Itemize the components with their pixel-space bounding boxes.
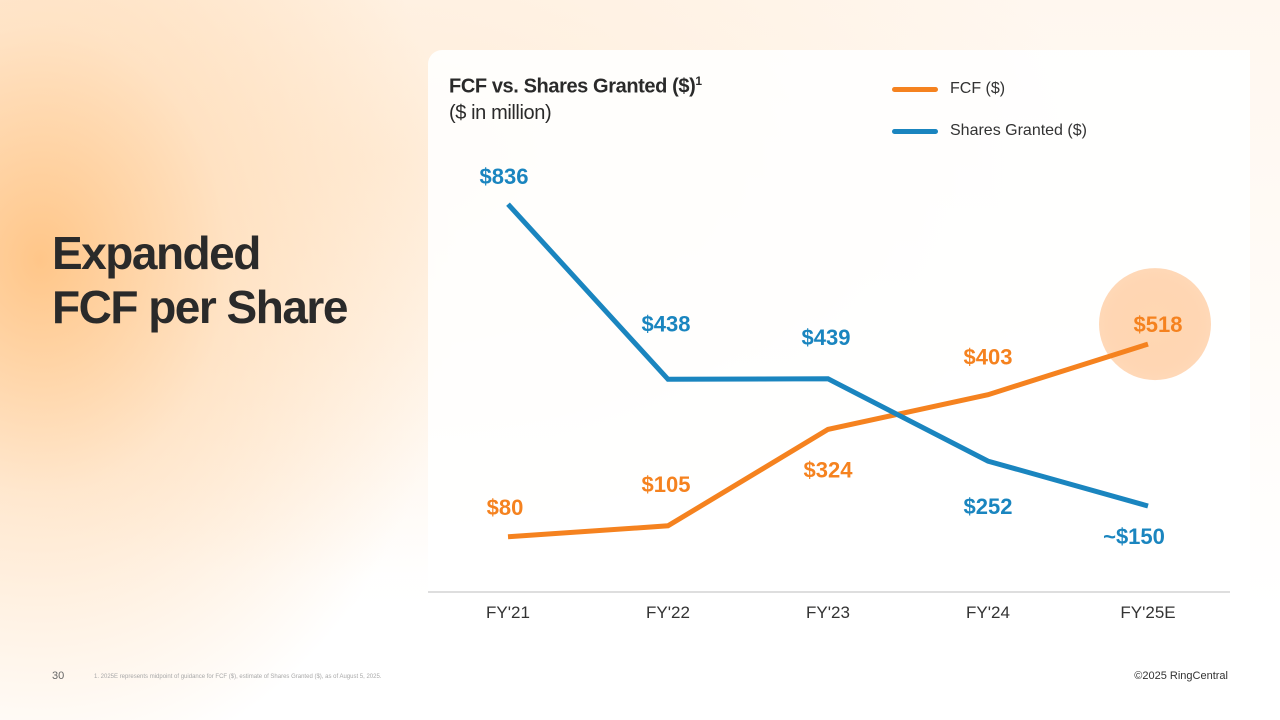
headline-line-2: FCF per Share xyxy=(52,281,348,333)
data-label-shares-granted-1: $438 xyxy=(642,311,691,336)
copyright: ©2025 RingCentral xyxy=(1134,670,1228,682)
headline-line-1: Expanded xyxy=(52,227,261,279)
data-label-shares-granted-4: ~$150 xyxy=(1103,524,1165,549)
chart-subtitle: ($ in million) xyxy=(449,102,552,124)
x-tick-label-2: FY'23 xyxy=(806,603,850,622)
slide-headline: Expanded FCF per Share xyxy=(52,226,348,334)
chart-title-footnote-marker: 1 xyxy=(695,74,702,88)
data-label-shares-granted-0: $836 xyxy=(480,164,529,189)
legend-item-shares-granted: Shares Granted ($) xyxy=(892,120,1087,142)
x-tick-label-0: FY'21 xyxy=(486,603,530,622)
chart-title: FCF vs. Shares Granted ($)1 xyxy=(449,74,702,99)
data-label-fcf-4: $518 xyxy=(1134,312,1183,337)
data-label-shares-granted-2: $439 xyxy=(802,325,851,350)
chart-title-text: FCF vs. Shares Granted ($) xyxy=(449,75,696,98)
x-tick-label-1: FY'22 xyxy=(646,603,690,622)
legend-swatch-fcf xyxy=(892,86,938,92)
data-label-shares-granted-3: $252 xyxy=(964,494,1013,519)
footnote: 1. 2025E represents midpoint of guidance… xyxy=(94,674,382,680)
legend-swatch-shares-granted xyxy=(892,128,938,134)
data-label-fcf-3: $403 xyxy=(964,345,1013,370)
x-tick-label-4: FY'25E xyxy=(1120,603,1175,622)
legend-label-shares-granted: Shares Granted ($) xyxy=(950,122,1087,139)
page-number: 30 xyxy=(52,670,65,682)
chart-legend: FCF ($) Shares Granted ($) xyxy=(892,78,1087,162)
data-label-fcf-2: $324 xyxy=(804,457,854,482)
data-label-fcf-0: $80 xyxy=(487,495,524,520)
legend-item-fcf: FCF ($) xyxy=(892,78,1087,100)
data-label-fcf-1: $105 xyxy=(642,472,691,497)
legend-label-fcf: FCF ($) xyxy=(950,80,1006,97)
series-line-fcf xyxy=(507,341,1149,540)
x-tick-label-3: FY'24 xyxy=(966,603,1010,622)
